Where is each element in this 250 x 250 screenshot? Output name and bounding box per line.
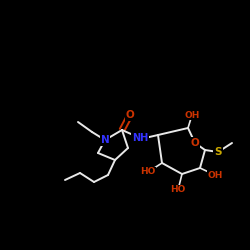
Text: HO: HO	[140, 168, 156, 176]
Text: OH: OH	[184, 110, 200, 120]
Text: S: S	[214, 147, 222, 157]
Text: HO: HO	[170, 186, 186, 194]
Text: NH: NH	[132, 133, 148, 143]
Text: O: O	[126, 110, 134, 120]
Text: O: O	[191, 138, 200, 148]
Text: N: N	[100, 135, 110, 145]
Text: OH: OH	[207, 170, 223, 179]
